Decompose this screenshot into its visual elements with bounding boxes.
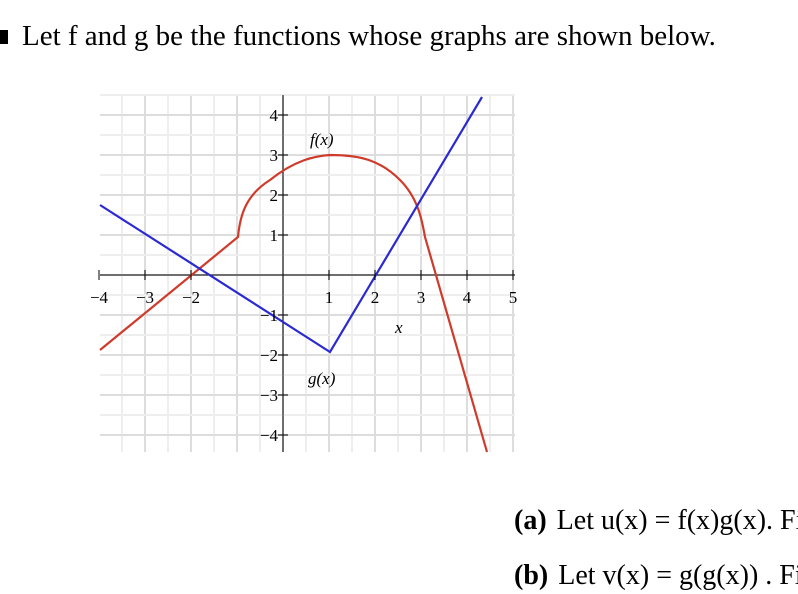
x-tick-label: 1 bbox=[325, 288, 334, 307]
x-tick-label: 5 bbox=[509, 288, 518, 307]
x-tick-label: −3 bbox=[136, 288, 154, 307]
y-tick-label: 3 bbox=[270, 146, 279, 165]
intro: Let f and g be the functions whose graph… bbox=[22, 20, 716, 52]
f-label: f(x) bbox=[310, 130, 334, 149]
y-tick-label: −4 bbox=[260, 426, 279, 445]
x-tick-label: −2 bbox=[182, 288, 200, 307]
x-tick-label: −4 bbox=[90, 288, 109, 307]
f-curve bbox=[99, 153, 489, 453]
y-tick-label: 1 bbox=[270, 226, 279, 245]
g-label: g(x) bbox=[308, 369, 336, 388]
y-tick-label: −3 bbox=[260, 386, 278, 405]
x-tick-label: 2 bbox=[371, 288, 380, 307]
question-label: (a) bbox=[514, 505, 547, 536]
y-tick-label: 4 bbox=[270, 106, 279, 125]
question-text: Let u(x) = f(x)g(x). Find u'(−3). bbox=[556, 505, 798, 536]
y-tick-label: −2 bbox=[260, 346, 278, 365]
tick-labels: −4 −3 −2 1 2 3 4 5 4 3 2 1 −1 −2 −3 −4 bbox=[90, 106, 517, 445]
bullet bbox=[0, 30, 8, 44]
x-tick-label: 4 bbox=[463, 288, 472, 307]
axis-label: x bbox=[394, 318, 403, 337]
y-tick-label: 2 bbox=[270, 186, 279, 205]
question-label: (b) bbox=[514, 560, 549, 591]
grid bbox=[100, 94, 515, 452]
y-tick-label: −1 bbox=[260, 306, 278, 325]
question-a: (a) Let u(x) = f(x)g(x). Find u'(−3). bbox=[514, 505, 798, 537]
g-curve bbox=[99, 96, 483, 354]
question-b: (b) Let v(x) = g(g(x)) . Find v'(4). bbox=[514, 560, 798, 592]
x-tick-label: 3 bbox=[417, 288, 426, 307]
question-text: Let v(x) = g(g(x)) . Find v'(4). bbox=[558, 560, 798, 591]
